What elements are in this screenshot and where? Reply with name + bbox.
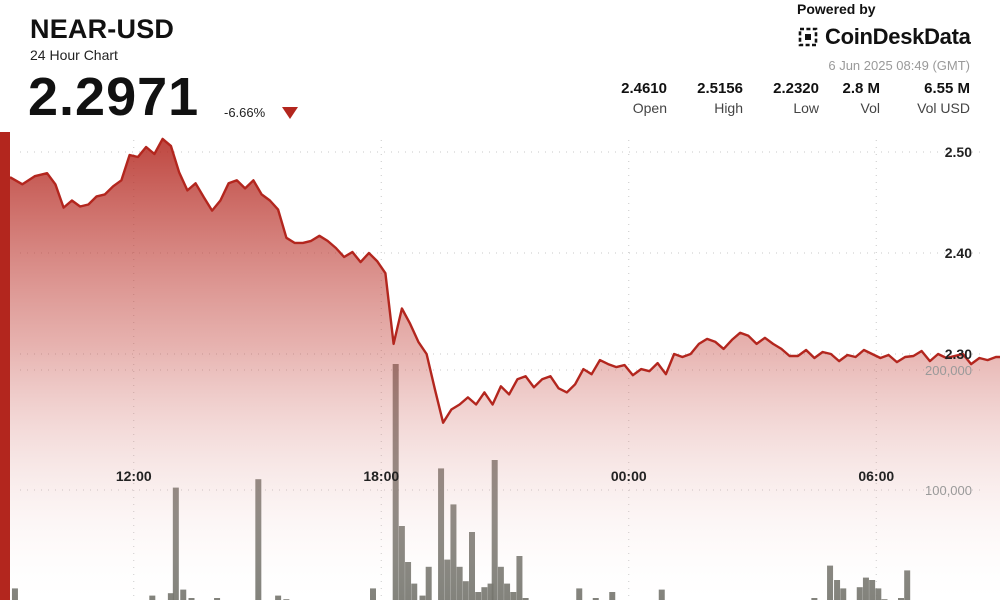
price-tick-label: 2.40 (945, 245, 972, 261)
stat-high-value: 2.5156 (697, 80, 743, 97)
stat-vol-label: Vol (860, 100, 880, 116)
time-tick-label: 00:00 (611, 468, 647, 484)
stat-high-label: High (714, 100, 743, 116)
accent-bar (0, 132, 10, 600)
stat-open: 2.4610 Open (605, 80, 667, 116)
price-tick-label: 2.30 (945, 346, 972, 362)
stat-low-value: 2.2320 (773, 80, 819, 97)
price-area (9, 137, 1000, 600)
time-tick-label: 06:00 (858, 468, 894, 484)
stat-low: 2.2320 Low (757, 80, 819, 116)
coindesk-logo-icon (798, 27, 818, 47)
stat-vol-usd: 6.55 M Vol USD (900, 80, 970, 116)
down-arrow-icon (282, 107, 298, 119)
volume-tick-label: 200,000 (925, 363, 972, 378)
volume-tick-label: 100,000 (925, 483, 972, 498)
price-line (9, 137, 1000, 424)
time-tick-label: 18:00 (363, 468, 399, 484)
current-price: 2.2971 (28, 67, 200, 127)
stat-vol-usd-value: 6.55 M (924, 80, 970, 97)
price-tick-label: 2.50 (945, 144, 972, 160)
stat-vol-usd-label: Vol USD (917, 100, 970, 116)
time-tick-label: 12:00 (116, 468, 152, 484)
pair-title: NEAR-USD (30, 14, 175, 44)
stat-open-value: 2.4610 (621, 80, 667, 97)
stat-high: 2.5156 High (681, 80, 743, 116)
stat-open-label: Open (632, 100, 667, 116)
stat-vol-value: 2.8 M (842, 80, 880, 97)
powered-by-label: Powered by (797, 1, 876, 17)
stat-low-label: Low (793, 100, 819, 116)
chart-subtitle: 24 Hour Chart (30, 47, 118, 63)
timestamp: 6 Jun 2025 08:49 (GMT) (828, 58, 970, 73)
price-area-fill (10, 138, 1000, 600)
brand[interactable]: CoinDeskData (797, 24, 971, 50)
stat-vol: 2.8 M Vol (833, 80, 880, 116)
price-change: -6.66% (224, 105, 266, 120)
brand-name: CoinDeskData (825, 24, 971, 49)
